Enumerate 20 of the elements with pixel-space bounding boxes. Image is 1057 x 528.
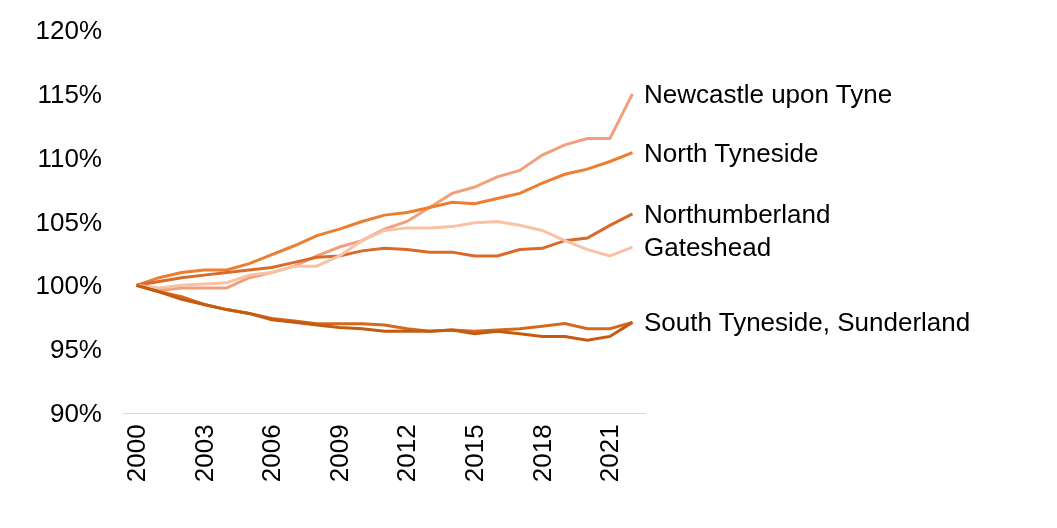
x-tick-label: 2009 (323, 424, 354, 483)
series-label: Newcastle upon Tyne (644, 79, 893, 109)
y-tick-label: 120% (35, 15, 102, 46)
x-tick-label: 2003 (188, 424, 219, 483)
y-tick-label: 110% (37, 142, 102, 173)
series-label: North Tyneside (644, 138, 819, 168)
x-tick-label: 2018 (526, 424, 557, 483)
x-tick-label: 2012 (391, 424, 422, 483)
x-tick-label: 2021 (594, 424, 625, 483)
y-tick-label: 100% (35, 270, 102, 301)
series-label: Gateshead (644, 232, 772, 262)
x-tick-label: 2000 (120, 424, 151, 483)
y-tick-label: 90% (49, 398, 102, 429)
y-tick-label: 115% (37, 78, 102, 109)
y-tick-label: 105% (35, 206, 102, 237)
annotation: South Tyneside, Sunderland (644, 307, 971, 337)
y-tick-label: 95% (49, 334, 102, 365)
series-label: Northumberland (644, 199, 831, 229)
x-tick-label: 2006 (256, 424, 287, 483)
x-tick-label: 2015 (459, 424, 490, 483)
